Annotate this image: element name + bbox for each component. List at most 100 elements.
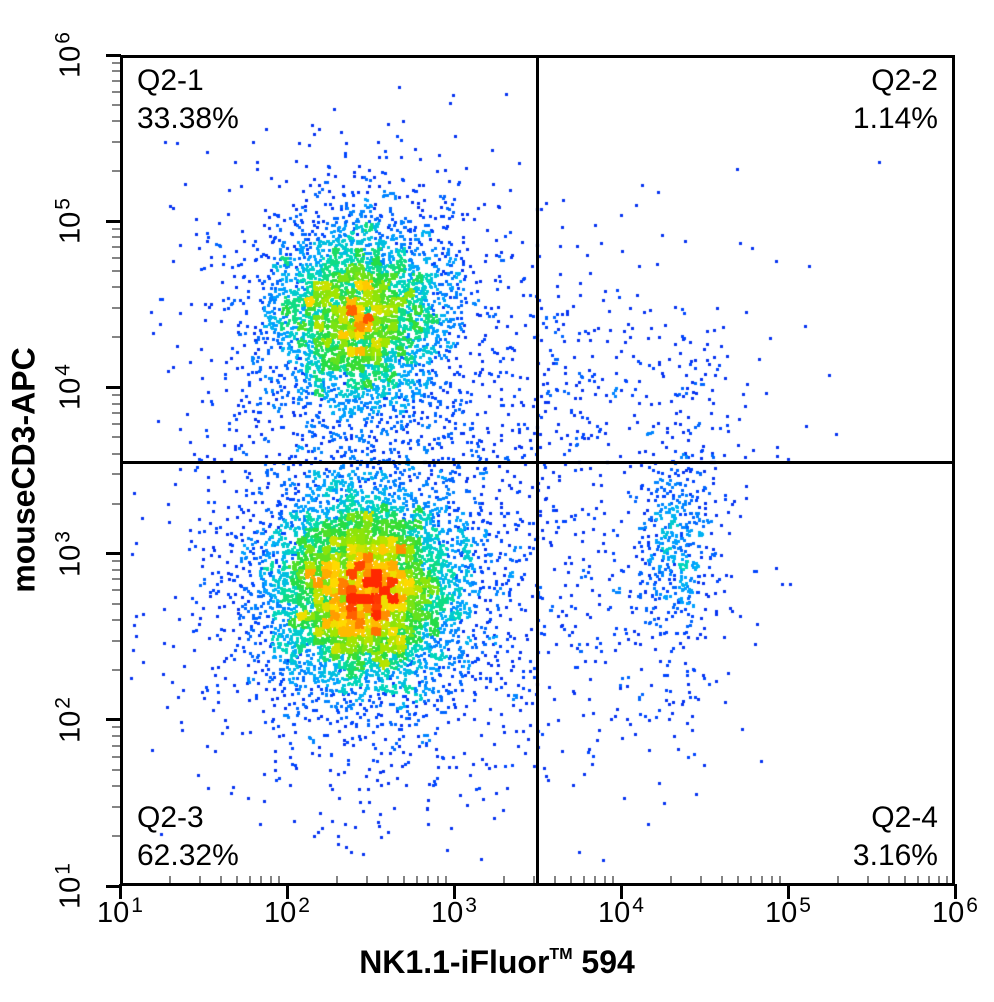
quadrant-percent: 1.14% xyxy=(852,102,938,135)
y-minor-tick xyxy=(112,473,120,476)
y-minor-tick xyxy=(112,227,120,230)
x-tick-label: 105 xyxy=(765,894,811,929)
y-major-tick xyxy=(106,718,121,722)
y-minor-tick xyxy=(112,170,120,173)
plot-area: Q2-1 33.38% Q2-2 1.14% Q2-3 62.32% Q2-4 … xyxy=(120,55,955,886)
quadrant-percent: 62.32% xyxy=(137,839,239,872)
x-tick-label: 102 xyxy=(264,894,310,929)
y-major-tick xyxy=(106,53,121,57)
x-minor-tick xyxy=(365,876,368,883)
y-minor-tick xyxy=(112,61,120,64)
y-minor-tick xyxy=(112,140,120,143)
y-minor-tick xyxy=(112,805,120,808)
quadrant-percent: 3.16% xyxy=(852,839,938,872)
y-minor-tick xyxy=(112,270,120,273)
y-minor-tick xyxy=(112,307,120,310)
x-minor-tick xyxy=(903,876,906,883)
y-minor-tick xyxy=(112,412,120,415)
x-minor-tick xyxy=(594,876,597,883)
quadrant-name: Q2-2 xyxy=(871,64,938,97)
quadrant-label-q2-3: Q2-3 62.32% xyxy=(137,799,239,875)
y-minor-tick xyxy=(112,560,120,563)
y-tick-label: 101 xyxy=(51,863,87,909)
x-minor-tick xyxy=(720,876,723,883)
quadrant-gate-horizontal-line xyxy=(123,461,952,464)
x-minor-tick xyxy=(415,876,418,883)
x-major-tick xyxy=(452,884,456,899)
x-minor-tick xyxy=(198,876,201,883)
quadrant-name: Q2-4 xyxy=(871,801,938,834)
x-major-tick xyxy=(285,884,289,899)
x-minor-tick xyxy=(235,876,238,883)
y-minor-tick xyxy=(112,402,120,405)
y-major-tick xyxy=(106,884,121,888)
x-minor-tick xyxy=(427,876,430,883)
x-minor-tick xyxy=(169,876,172,883)
x-minor-tick xyxy=(887,876,890,883)
y-minor-tick xyxy=(112,618,120,621)
x-minor-tick xyxy=(749,876,752,883)
x-tick-label: 106 xyxy=(932,894,978,929)
x-minor-tick xyxy=(946,876,949,883)
y-minor-tick xyxy=(112,436,120,439)
y-minor-tick xyxy=(112,336,120,339)
x-major-tick xyxy=(118,884,122,899)
y-major-tick xyxy=(106,219,121,223)
x-minor-tick xyxy=(916,876,919,883)
y-major-tick xyxy=(106,385,121,389)
x-minor-tick xyxy=(582,876,585,883)
y-minor-tick xyxy=(112,768,120,771)
y-minor-tick xyxy=(112,79,120,82)
x-minor-tick xyxy=(770,876,773,883)
y-minor-tick xyxy=(112,668,120,671)
y-minor-tick xyxy=(112,755,120,758)
quadrant-label-q2-4: Q2-4 3.16% xyxy=(853,799,938,875)
x-minor-tick xyxy=(553,876,556,883)
x-minor-tick xyxy=(386,876,389,883)
y-tick-label: 104 xyxy=(51,364,87,411)
y-minor-tick xyxy=(112,784,120,787)
x-minor-tick xyxy=(761,876,764,883)
y-minor-tick xyxy=(112,744,120,747)
x-minor-tick xyxy=(336,876,339,883)
x-minor-tick xyxy=(248,876,251,883)
y-minor-tick xyxy=(112,726,120,729)
x-tick-label: 101 xyxy=(97,894,143,929)
x-tick-label: 103 xyxy=(431,894,477,929)
y-minor-tick xyxy=(112,120,120,123)
x-major-tick xyxy=(619,884,623,899)
y-minor-tick xyxy=(112,245,120,248)
y-minor-tick xyxy=(112,236,120,239)
x-minor-tick xyxy=(436,876,439,883)
x-minor-tick xyxy=(937,876,940,883)
x-minor-tick xyxy=(503,876,506,883)
x-minor-tick xyxy=(779,876,782,883)
y-minor-tick xyxy=(112,834,120,837)
x-minor-tick xyxy=(837,876,840,883)
quadrant-name: Q2-1 xyxy=(137,64,204,97)
y-minor-tick xyxy=(112,90,120,93)
x-minor-tick xyxy=(699,876,702,883)
x-minor-tick xyxy=(402,876,405,883)
x-minor-tick xyxy=(532,876,535,883)
quadrant-label-q2-2: Q2-2 1.14% xyxy=(853,62,938,138)
y-axis-title: mouseCD3-APC xyxy=(5,347,42,593)
y-minor-tick xyxy=(112,568,120,571)
quadrant-gate-vertical-line xyxy=(536,58,539,883)
x-minor-tick xyxy=(612,876,615,883)
y-major-tick xyxy=(106,552,121,556)
y-minor-tick xyxy=(112,257,120,260)
x-major-tick xyxy=(953,884,957,899)
y-minor-tick xyxy=(112,602,120,605)
y-tick-label: 105 xyxy=(51,198,87,245)
x-axis-title-text: NK1.1-iFluor xyxy=(359,944,550,980)
y-minor-tick xyxy=(112,734,120,737)
y-minor-tick xyxy=(112,423,120,426)
x-tick-label: 104 xyxy=(598,894,644,929)
x-major-tick xyxy=(786,884,790,899)
x-minor-tick xyxy=(569,876,572,883)
y-tick-label: 106 xyxy=(51,32,87,78)
y-minor-tick xyxy=(112,394,120,396)
quadrant-label-q2-1: Q2-1 33.38% xyxy=(137,62,239,138)
